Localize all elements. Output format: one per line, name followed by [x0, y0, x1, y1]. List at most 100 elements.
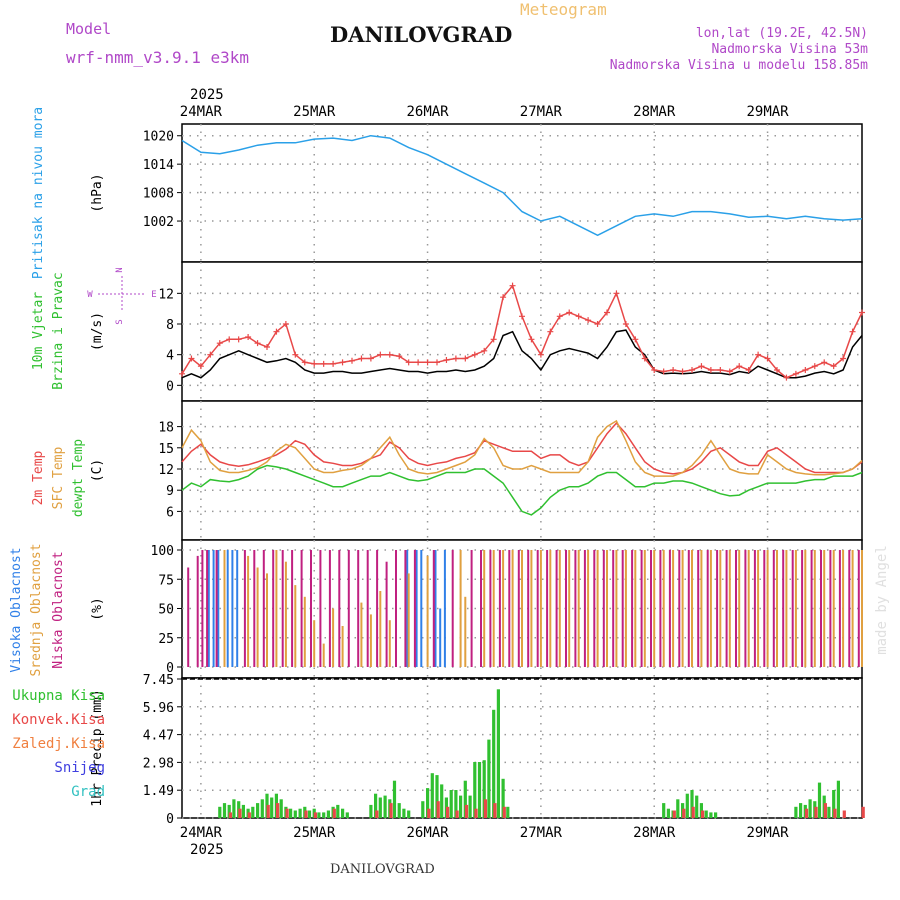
bar-visoka [420, 550, 423, 667]
y-tick-label: 12 [158, 463, 174, 478]
bar-srednja [813, 550, 816, 667]
bar-srednja [426, 555, 429, 667]
gust-marker [821, 359, 828, 366]
bar-niska [763, 550, 766, 667]
y-tick-label: 5.96 [143, 701, 174, 716]
bar-srednja [464, 596, 467, 667]
bar-niska [782, 550, 785, 667]
bar-niska [838, 550, 841, 667]
bar-niska [517, 550, 520, 667]
bar-ukupna-kisa [298, 808, 302, 818]
gust-marker [547, 328, 554, 335]
gust-marker [528, 336, 535, 343]
gust-marker [811, 363, 818, 370]
bar-ukupna-kisa [709, 812, 713, 818]
bar-srednja [719, 550, 722, 667]
gust-marker [452, 355, 459, 362]
bottom-day-label: 25MAR [293, 825, 336, 841]
model-elevation-label: Nadmorska Visina u modelu 158.85m [609, 58, 868, 73]
gust-marker [396, 353, 403, 360]
bar-srednja [568, 550, 571, 667]
top-day-label: 29MAR [746, 104, 789, 120]
compass-west: W [87, 290, 93, 300]
model-name: wrf-nmm_v3.9.1 e3km [66, 48, 250, 67]
bar-ukupna-kisa [832, 790, 836, 818]
gust-marker [651, 367, 658, 373]
bar-ukupna-kisa [369, 804, 373, 818]
bar-srednja [502, 550, 505, 667]
bar-ukupna-kisa [714, 812, 718, 818]
bar-srednja [861, 550, 863, 667]
gust-marker [377, 351, 384, 358]
bar-niska [319, 550, 322, 667]
side-label-cloud-high: Visoka Oblacnost [9, 547, 24, 672]
y-tick-label: 0 [166, 661, 174, 676]
bar-srednja [832, 550, 835, 667]
bar-niska [621, 550, 624, 667]
gust-marker [566, 309, 573, 316]
bar-niska [404, 550, 407, 667]
gust-marker [358, 355, 365, 362]
y-tick-label: 1014 [143, 158, 174, 173]
bar-konvek-kisa [446, 806, 450, 818]
coords-label: lon,lat (19.2E, 42.5N) [695, 26, 868, 41]
bar-ukupna-kisa [695, 795, 699, 818]
bar-ukupna-kisa [256, 803, 260, 818]
bar-ukupna-kisa [482, 760, 486, 818]
gust-marker [679, 368, 686, 375]
bar-visoka [212, 550, 215, 667]
gust-marker [707, 367, 714, 373]
bar-niska [687, 550, 690, 667]
gust-marker [849, 328, 856, 335]
bar-srednja [681, 550, 684, 667]
gust-marker [245, 334, 252, 341]
watermark: made by Angel [874, 545, 890, 655]
bar-konvek-kisa [285, 808, 289, 818]
gust-marker [802, 367, 809, 373]
bar-niska [310, 550, 312, 667]
bar-niska [300, 550, 303, 667]
bar-srednja [851, 550, 854, 667]
bar-konvek-kisa [436, 801, 440, 818]
bar-konvek-kisa [691, 806, 695, 818]
bar-niska [735, 550, 737, 667]
side-label-wind-1: 10m Vjetar [31, 292, 46, 370]
bar-ukupna-kisa [293, 810, 297, 818]
bar-srednja [700, 550, 703, 667]
gust-marker [594, 321, 601, 327]
bar-ukupna-kisa [279, 799, 283, 818]
bar-ukupna-kisa [463, 780, 467, 818]
bar-niska [555, 550, 558, 667]
bar-ukupna-kisa [685, 793, 689, 818]
y-tick-label: 6 [166, 505, 174, 520]
gust-marker [226, 336, 233, 343]
bar-ukupna-kisa [827, 806, 831, 818]
gust-marker [641, 355, 648, 362]
bar-srednja [785, 550, 788, 667]
y-tick-label: 0 [166, 379, 174, 394]
gust-marker [311, 360, 318, 367]
gust-marker [726, 368, 733, 375]
bar-niska [366, 550, 369, 667]
bar-srednja [492, 550, 495, 667]
bar-srednja [511, 550, 514, 667]
bar-ukupna-kisa [397, 803, 401, 818]
bar-ukupna-kisa [817, 782, 822, 818]
gust-marker [481, 347, 488, 354]
product-label: Meteogram [520, 0, 607, 19]
bar-ukupna-kisa [383, 795, 387, 818]
side-label-temp-dew: dewpt Temp [71, 439, 86, 517]
compass-south: S [115, 319, 125, 324]
gust-marker [604, 309, 610, 316]
y-tick-label: 4 [166, 349, 174, 364]
bar-visoka [434, 550, 437, 667]
bar-niska [744, 550, 747, 667]
bar-konvek-kisa [842, 810, 846, 818]
bar-niska [201, 550, 204, 667]
gust-marker [235, 336, 242, 343]
bar-niska [376, 550, 379, 667]
side-label-temp-sfc: SFC Temp [51, 447, 66, 510]
gust-marker [689, 367, 695, 373]
bar-konvek-kisa [861, 806, 865, 818]
bar-visoka [217, 550, 220, 667]
